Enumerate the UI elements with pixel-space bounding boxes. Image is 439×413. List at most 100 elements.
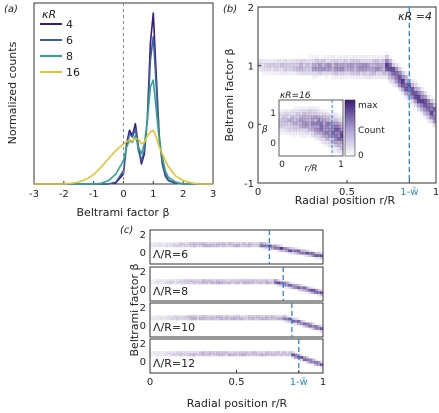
- panel-b-heat-cell: [404, 75, 408, 80]
- panel-c-heat-cell: [291, 322, 295, 326]
- panel-c-heat-cell: [265, 315, 269, 318]
- panel-b-heat-cell: [391, 71, 395, 76]
- panel-b-heat-cell: [391, 59, 395, 64]
- panel-c-heat-cell: [187, 242, 191, 245]
- panel-c-heat-cell: [152, 351, 157, 354]
- inset-heat-cell: [316, 112, 321, 116]
- panel-c-heat-cell: [224, 353, 229, 357]
- panel-c-heat-cell: [279, 284, 283, 287]
- panel-b-heat-cell: [359, 55, 364, 60]
- panel-c-heat-cell: [311, 324, 315, 328]
- panel-c-heat-cell: [158, 279, 162, 282]
- panel-b-heat-cell: [369, 71, 373, 76]
- panel-c-heat-cell: [297, 320, 301, 323]
- panel-c-heat-cell: [175, 353, 180, 357]
- panel-b-heat-cell: [378, 71, 383, 76]
- panel-b-heat-cell: [337, 55, 341, 60]
- panel-c-heat-cell: [204, 244, 208, 248]
- panel-b-heat-cell: [270, 63, 275, 68]
- panel-c-heat-cell: [236, 317, 240, 321]
- inset-heat-cell: [334, 149, 338, 154]
- panel-b-heat-cell: [312, 75, 316, 80]
- panel-b-heat-cell: [356, 71, 361, 76]
- panel-c-heat-cell: [193, 281, 197, 285]
- inset-heat-cell: [319, 118, 323, 123]
- inset-heat-cell: [322, 137, 326, 141]
- panel-b-heat-cell: [343, 55, 348, 60]
- series-line-kr-16: [34, 129, 213, 185]
- panel-b-heat-cell: [299, 71, 303, 76]
- panel-b-heat-cell: [261, 71, 265, 76]
- inset-heat-cell: [322, 128, 326, 132]
- panel-c-heat-cell: [158, 353, 162, 357]
- panel-b-heat-cell: [315, 55, 319, 60]
- inset-heat-cell: [308, 128, 312, 132]
- panel-c-heat-cell: [262, 351, 266, 354]
- panel-c-heat-cell: [297, 284, 301, 287]
- panel-c-heat-cell: [314, 363, 318, 367]
- panel-c-heat-cell: [239, 315, 243, 318]
- panel-c-heat-cell: [190, 317, 194, 321]
- panel-c-heat-cell: [311, 358, 315, 362]
- panel-c-ytick-top: 2: [140, 303, 146, 314]
- panel-c-heat-cell: [299, 320, 304, 323]
- panel-b-heat-cell: [261, 67, 265, 72]
- panel-c-heat-cell: [271, 315, 275, 318]
- inset-heat-cell: [331, 118, 335, 123]
- panel-c-heat-cell: [161, 242, 165, 245]
- panel-c-heat-cell: [305, 251, 309, 255]
- panel-b-heat-cell: [429, 103, 434, 108]
- panel-b-heat-cell: [429, 115, 434, 120]
- panel-c-heat-cell: [216, 281, 220, 285]
- inset-heat-cell: [305, 124, 309, 129]
- panel-b-heat-cell: [308, 63, 313, 68]
- panel-b-heat-cell: [289, 71, 294, 76]
- panel-c-heat-cell: [210, 242, 214, 245]
- panel-b-heat-cell: [413, 79, 418, 84]
- panel-c-heat-cell: [305, 358, 309, 362]
- panel-c-heat-cell: [222, 317, 226, 321]
- inset-heat-cell: [279, 109, 283, 113]
- panel-c-heat-cell: [236, 351, 240, 354]
- panel-c-heat-cell: [216, 244, 220, 248]
- panel-c-heat-cell: [259, 242, 263, 245]
- inset-heat-cell: [340, 115, 344, 119]
- panel-a-xtick-label: -2: [59, 189, 69, 200]
- panel-b-heat-cell: [423, 107, 427, 112]
- panel-b-heat-cell: [321, 67, 326, 72]
- inset-kappa-annotation: κR=16: [280, 91, 311, 101]
- inset-heat-cell: [305, 121, 309, 126]
- inset-heat-cell: [328, 137, 332, 141]
- panel-c-heat-cell: [288, 247, 292, 250]
- panel-b-heat-cell: [375, 63, 380, 68]
- inset-heat-cell: [293, 115, 297, 119]
- inset-heat-cell: [337, 134, 341, 138]
- panel-b-heat-cell: [423, 91, 427, 96]
- panel-c-ytick-zero: 0: [140, 357, 146, 368]
- inset-heat-cell: [334, 131, 338, 135]
- panel-c-heat-cell: [294, 251, 298, 255]
- panel-c-heat-cell: [201, 353, 206, 357]
- panel-c-heat-cell: [314, 256, 318, 260]
- panel-c-y-axis-label: Beltrami factor β: [128, 264, 141, 357]
- inset-heat-cell: [296, 115, 300, 119]
- panel-b-heat-cell: [369, 55, 373, 60]
- panel-c-row-frame: [149, 229, 324, 265]
- panel-c-heat-cell: [233, 244, 237, 248]
- panel-b-heat-cell: [334, 75, 338, 80]
- panel-b-heat-cell: [381, 63, 386, 68]
- series-line-kr-8: [34, 79, 213, 185]
- inset-heat-cell: [337, 112, 341, 116]
- panel-c-heat-cell: [279, 281, 283, 285]
- panel-c-ytick-top: 2: [140, 339, 146, 350]
- panel-c-heat-cell: [152, 315, 157, 318]
- panel-c-heat-cell: [219, 279, 223, 282]
- panel-c-heat-cell: [245, 315, 249, 318]
- panel-c-heat-cell: [150, 351, 154, 354]
- panel-c-heat-cell: [219, 353, 223, 357]
- inset-heat-cell: [325, 134, 329, 138]
- panel-b-heat-cell: [429, 95, 434, 100]
- panel-b-heat-cell: [410, 79, 415, 84]
- panel-c-heat-cell: [190, 353, 194, 357]
- inset-heat-cell: [290, 124, 294, 129]
